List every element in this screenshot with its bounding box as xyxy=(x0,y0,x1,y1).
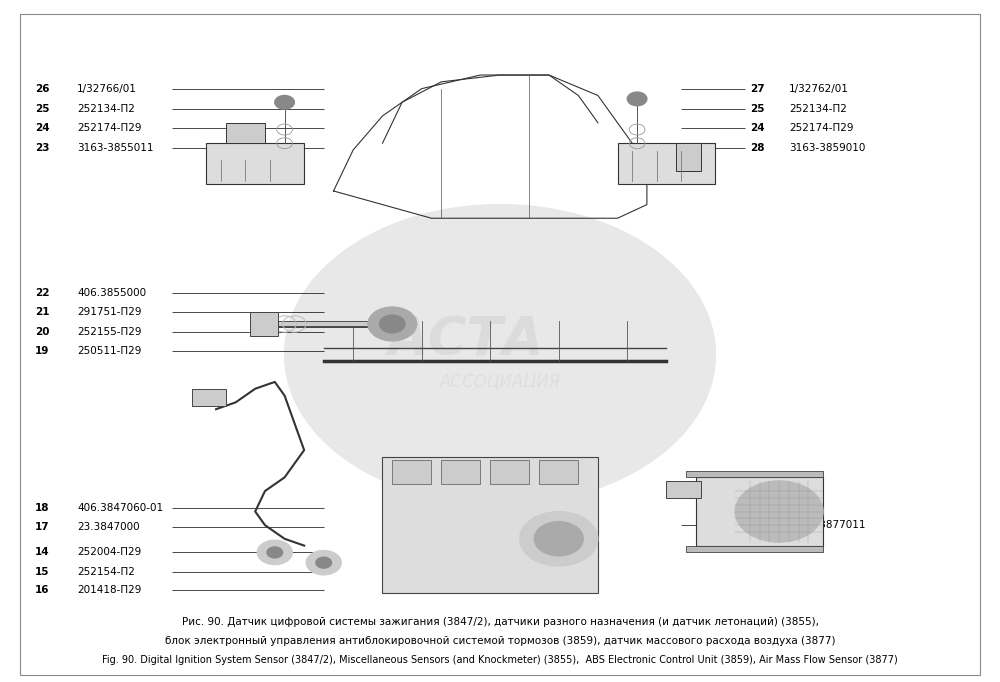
Circle shape xyxy=(520,512,598,566)
Bar xyxy=(539,460,578,484)
Text: 24: 24 xyxy=(750,123,764,133)
Text: 26: 26 xyxy=(35,84,49,93)
Text: 3163-3855011: 3163-3855011 xyxy=(77,143,153,153)
Text: 15: 15 xyxy=(35,567,49,576)
Bar xyxy=(206,143,304,184)
Text: блок электронный управления антиблокировочной системой тормозов (3859), датчик м: блок электронный управления антиблокиров… xyxy=(165,636,835,646)
Text: 252134-П2: 252134-П2 xyxy=(789,104,847,114)
Bar xyxy=(666,481,701,498)
Bar xyxy=(686,546,823,552)
Text: Рис. 90. Датчик цифровой системы зажигания (3847/2), датчики разного назначения : Рис. 90. Датчик цифровой системы зажиган… xyxy=(182,617,818,627)
Circle shape xyxy=(257,540,292,565)
Bar xyxy=(696,477,823,546)
Text: 24: 24 xyxy=(35,123,49,133)
Text: 25: 25 xyxy=(750,104,764,114)
Circle shape xyxy=(316,557,332,568)
Text: 27: 27 xyxy=(750,84,764,93)
Text: 250511-П29: 250511-П29 xyxy=(77,346,141,356)
Text: 1/32766/01: 1/32766/01 xyxy=(77,84,137,93)
Text: 14: 14 xyxy=(35,548,49,557)
Text: 252134-П2: 252134-П2 xyxy=(77,104,135,114)
Circle shape xyxy=(380,315,405,333)
Text: 252154-П2: 252154-П2 xyxy=(77,567,135,576)
Bar xyxy=(686,471,823,477)
Bar xyxy=(441,460,480,484)
Text: 25: 25 xyxy=(35,104,49,114)
Text: 1/32762/01: 1/32762/01 xyxy=(789,84,849,93)
Text: АССОЦИАЦИЯ: АССОЦИАЦИЯ xyxy=(439,373,561,391)
Text: 252004-П29: 252004-П29 xyxy=(77,548,141,557)
Text: 21: 21 xyxy=(35,308,49,317)
Bar xyxy=(392,460,431,484)
Circle shape xyxy=(534,522,583,556)
Bar xyxy=(226,123,265,143)
Text: 23.3847000: 23.3847000 xyxy=(77,522,140,531)
Circle shape xyxy=(368,307,417,341)
Circle shape xyxy=(275,95,294,109)
Text: 19: 19 xyxy=(35,346,49,356)
Text: 201418-П29: 201418-П29 xyxy=(77,585,141,595)
Text: Fig. 90. Digital Ignition System Sensor (3847/2), Miscellaneous Sensors (and Kno: Fig. 90. Digital Ignition System Sensor … xyxy=(102,655,898,665)
Bar xyxy=(192,389,226,406)
Text: 252155-П29: 252155-П29 xyxy=(77,327,141,337)
Text: 22: 22 xyxy=(35,288,49,298)
Text: 3163-3859010: 3163-3859010 xyxy=(789,143,865,153)
Bar xyxy=(490,460,529,484)
Text: 291751-П29: 291751-П29 xyxy=(77,308,141,317)
Circle shape xyxy=(306,550,341,575)
Text: 252174-П29: 252174-П29 xyxy=(789,123,853,133)
Bar xyxy=(382,457,598,593)
Bar xyxy=(250,312,278,336)
Circle shape xyxy=(285,205,715,505)
Text: 23: 23 xyxy=(35,143,49,153)
Text: 17: 17 xyxy=(35,522,49,531)
Text: 29: 29 xyxy=(750,520,764,530)
Text: 16: 16 xyxy=(35,585,49,595)
Bar xyxy=(618,143,715,184)
Text: 406.3855000: 406.3855000 xyxy=(77,288,146,298)
Text: 28: 28 xyxy=(750,143,764,153)
Circle shape xyxy=(267,547,283,558)
Text: 18: 18 xyxy=(35,503,49,513)
Text: 3163-3877011: 3163-3877011 xyxy=(789,520,865,530)
Bar xyxy=(676,143,701,170)
Text: 406.3847060-01: 406.3847060-01 xyxy=(77,503,163,513)
Text: 20: 20 xyxy=(35,327,49,337)
Circle shape xyxy=(735,481,823,542)
Circle shape xyxy=(627,92,647,106)
Text: 252174-П29: 252174-П29 xyxy=(77,123,141,133)
Text: АСТА: АСТА xyxy=(387,315,544,367)
